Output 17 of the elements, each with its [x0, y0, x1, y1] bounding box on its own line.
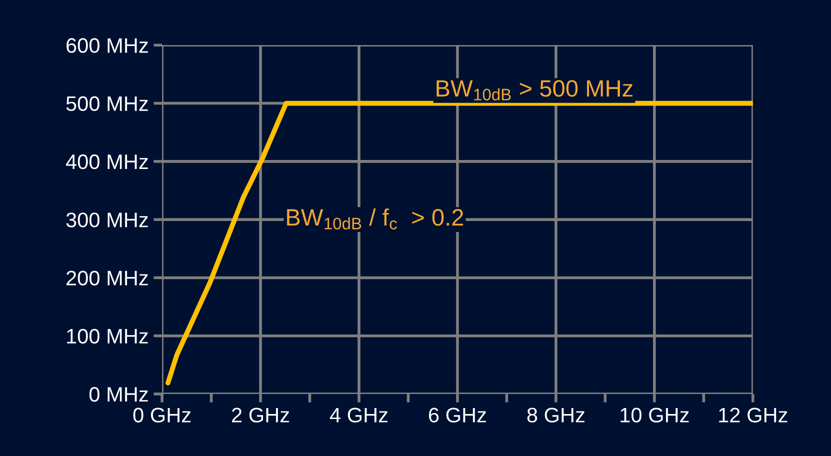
y-tick-label: 500 MHz: [66, 96, 148, 112]
line-series: [166, 100, 753, 386]
annotation: BW$_{10dB}$ > 500 MHz: [436, 80, 632, 100]
x-tick-label: 6 GHz: [429, 408, 486, 422]
y-tick-label: 600 MHz: [66, 38, 148, 53]
y-tick-label: 300 MHz: [66, 212, 148, 228]
y-tick-label: 100 MHz: [67, 328, 148, 344]
y-tick-label: 400 MHz: [66, 154, 148, 170]
x-tick-label: 10 GHz: [620, 408, 689, 422]
x-tick-label: 8 GHz: [527, 408, 584, 422]
x-tick-label: 4 GHz: [330, 408, 388, 422]
y-tick-label: 200 MHz: [66, 270, 148, 286]
x-tick-label: 2 GHz: [232, 408, 289, 422]
x-tick-label: 0 GHz: [133, 408, 191, 422]
x-tick-label: 12 GHz: [719, 408, 788, 422]
annotation: BW$_{10dB}$ / f$_{c}$ > 0.2: [287, 208, 464, 230]
y-tick-label: 0 MHz: [89, 386, 148, 402]
